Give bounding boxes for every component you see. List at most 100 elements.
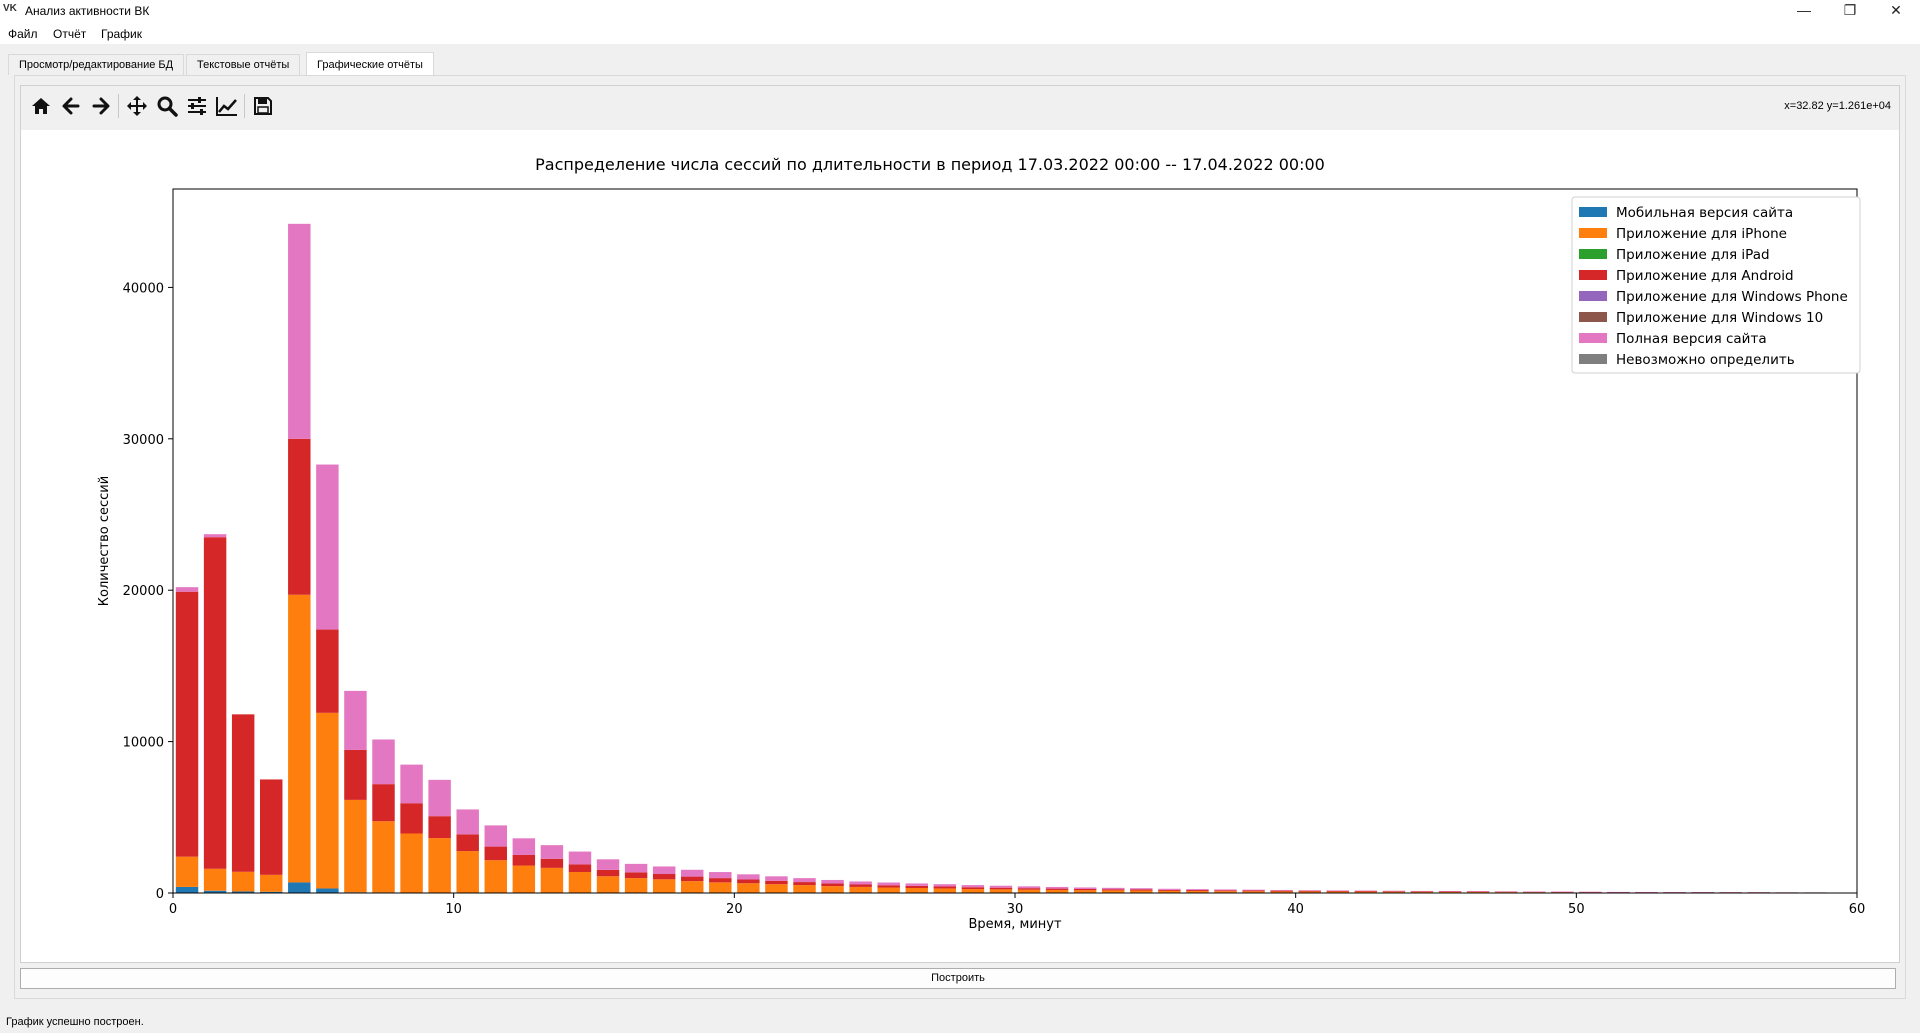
status-bar-message: График успешно построен. bbox=[6, 1016, 144, 1028]
home-icon[interactable] bbox=[27, 92, 55, 120]
x-axis-label: Время, минут bbox=[968, 917, 1062, 932]
y-tick-label: 30000 bbox=[123, 433, 164, 448]
bar-segment bbox=[512, 838, 536, 855]
plot-canvas[interactable]: Распределение числа сессий по длительнос… bbox=[33, 136, 1887, 952]
bar-segment bbox=[316, 888, 339, 893]
bar-segment bbox=[1523, 891, 1546, 893]
back-icon[interactable] bbox=[57, 92, 85, 120]
bar-segment bbox=[1214, 891, 1237, 893]
bar-segment bbox=[1494, 891, 1518, 892]
bar-segment bbox=[989, 889, 1013, 893]
bar-segment bbox=[316, 629, 339, 713]
bar-segment bbox=[1186, 891, 1209, 893]
bar-segment bbox=[484, 860, 507, 893]
bar-segment bbox=[175, 587, 199, 592]
bar-segment bbox=[905, 883, 928, 886]
menu-file[interactable]: Файл bbox=[8, 27, 38, 41]
bar-segment bbox=[1382, 891, 1406, 892]
y-tick-label: 0 bbox=[156, 887, 164, 902]
configure-subplots-icon[interactable] bbox=[183, 92, 211, 120]
bar-segment bbox=[231, 714, 255, 872]
close-icon[interactable]: ✕ bbox=[1890, 2, 1902, 18]
bar-segment bbox=[1214, 889, 1237, 891]
bar-segment bbox=[1691, 892, 1714, 893]
edit-axes-icon[interactable] bbox=[213, 92, 241, 120]
build-button[interactable]: Построить bbox=[20, 968, 1896, 989]
bar-segment bbox=[484, 825, 507, 847]
bar-segment bbox=[1466, 891, 1490, 893]
bar-segment bbox=[260, 891, 283, 893]
bar-segment bbox=[175, 886, 199, 893]
graphic-reports-panel: x=32.82 y=1.261e+04 Распределение числа … bbox=[14, 75, 1906, 999]
bar-segment bbox=[652, 866, 676, 875]
pan-icon[interactable] bbox=[123, 92, 151, 120]
legend: Мобильная версия сайта Приложение для iPh… bbox=[1571, 196, 1861, 374]
bar-segment bbox=[624, 863, 648, 873]
bar-segment bbox=[1326, 891, 1349, 893]
bar-segment bbox=[1298, 890, 1321, 892]
bar-segment bbox=[624, 872, 648, 879]
bar-segment bbox=[1635, 891, 1658, 893]
bar-segment bbox=[681, 881, 704, 893]
bar-segment bbox=[1130, 888, 1153, 890]
bar-segment bbox=[568, 851, 592, 865]
save-icon[interactable] bbox=[249, 92, 277, 120]
legend-swatch bbox=[1579, 270, 1607, 280]
bar-segment bbox=[596, 876, 620, 893]
menu-chart[interactable]: График bbox=[101, 27, 142, 41]
vk-logo-icon: VK bbox=[3, 3, 17, 14]
legend-label: Приложение для iPhone bbox=[1616, 226, 1787, 242]
bar-segment bbox=[1663, 892, 1686, 893]
bar-segment bbox=[1073, 890, 1097, 893]
forward-icon[interactable] bbox=[87, 92, 115, 120]
bar-segment bbox=[596, 859, 620, 870]
legend-label: Невозможно определить bbox=[1616, 352, 1795, 368]
bar-segment bbox=[512, 854, 536, 866]
bar-segment bbox=[765, 880, 788, 885]
tab-graphic-reports[interactable]: Графические отчёты bbox=[306, 52, 434, 76]
bar-segment bbox=[793, 885, 816, 893]
bar-segment bbox=[1102, 889, 1125, 891]
restore-icon[interactable]: ❐ bbox=[1843, 2, 1857, 18]
bar-segment bbox=[1045, 886, 1069, 889]
bar-segment bbox=[793, 878, 816, 883]
bar-segment bbox=[203, 890, 227, 893]
bar-segment bbox=[821, 883, 844, 887]
bar-segment bbox=[1466, 891, 1490, 892]
bar-segment bbox=[1270, 890, 1293, 892]
bar-segment bbox=[456, 809, 479, 835]
bar-segment bbox=[765, 876, 788, 881]
bar-segment bbox=[681, 876, 704, 882]
bar-segment bbox=[344, 690, 367, 750]
bar-segment bbox=[288, 438, 311, 595]
tab-db-edit[interactable]: Просмотр/редактирование БД bbox=[8, 54, 185, 75]
legend-swatch bbox=[1579, 333, 1607, 343]
menu-report[interactable]: Отчёт bbox=[53, 27, 87, 41]
bar-segment bbox=[1073, 888, 1097, 891]
bar-segment bbox=[1354, 890, 1378, 892]
bar-segment bbox=[1551, 891, 1574, 893]
bar-segment bbox=[961, 885, 985, 888]
legend-label: Приложение для Windows Phone bbox=[1616, 289, 1848, 305]
legend-label: Приложение для iPad bbox=[1616, 247, 1770, 263]
bar-segment bbox=[1073, 887, 1097, 889]
bar-segment bbox=[709, 882, 732, 893]
legend-swatch bbox=[1579, 291, 1607, 301]
bar-segment bbox=[1242, 891, 1265, 893]
bar-segment bbox=[1102, 887, 1125, 890]
bar-segment bbox=[652, 874, 676, 880]
bar-segment bbox=[512, 865, 536, 893]
minimize-icon[interactable]: — bbox=[1797, 2, 1811, 18]
bar-segment bbox=[652, 879, 676, 893]
bar-segment bbox=[1607, 891, 1630, 893]
bar-segment bbox=[1438, 891, 1462, 893]
bar-segment bbox=[288, 594, 311, 883]
x-tick-label: 0 bbox=[169, 902, 177, 917]
y-tick-label: 10000 bbox=[123, 736, 164, 751]
y-tick-label: 20000 bbox=[123, 584, 164, 599]
zoom-icon[interactable] bbox=[153, 92, 181, 120]
bar-segment bbox=[737, 883, 760, 893]
tab-text-reports[interactable]: Текстовые отчёты bbox=[186, 54, 301, 75]
bar-segment bbox=[484, 846, 507, 861]
bar-segment bbox=[344, 799, 367, 893]
